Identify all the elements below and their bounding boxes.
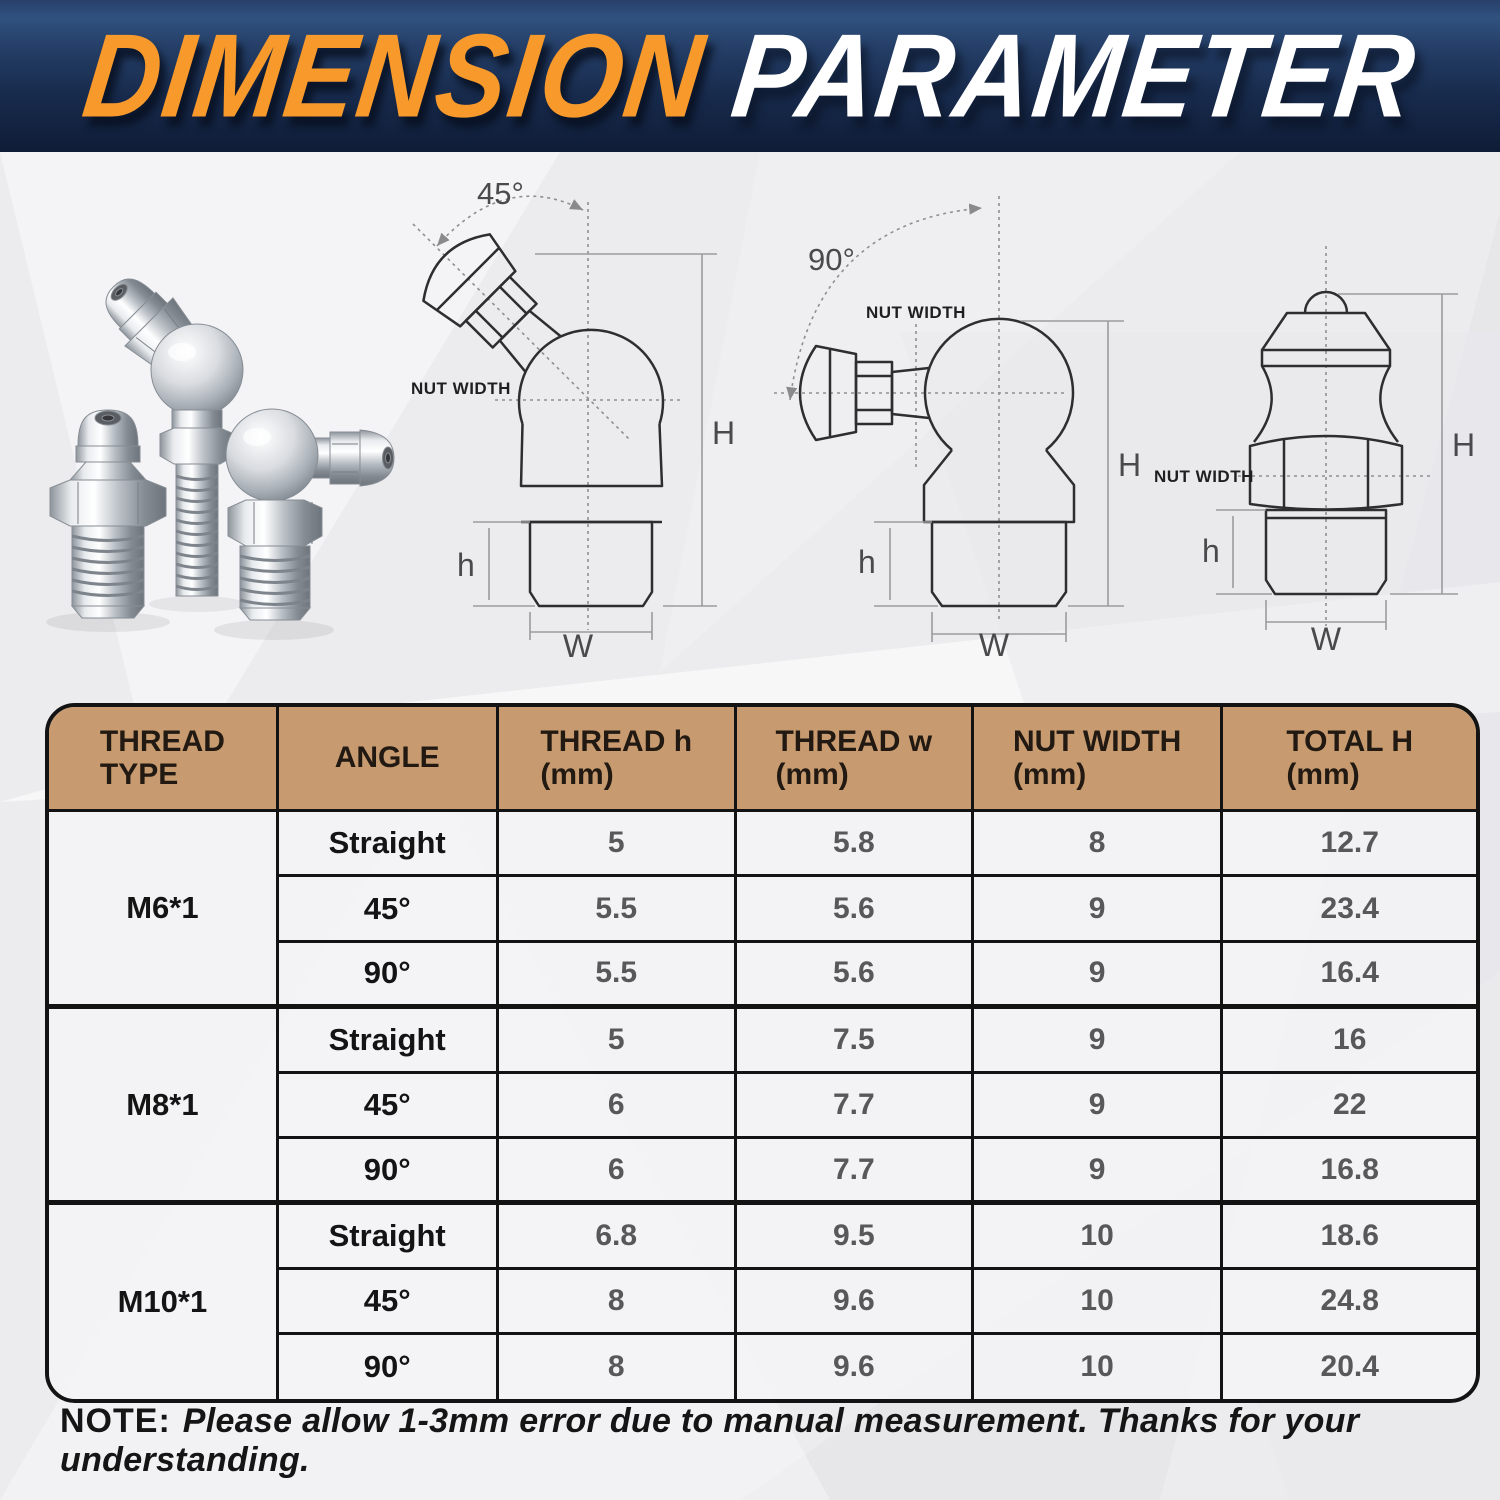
table-row: 90° 8 9.6 10 20.4	[49, 1332, 1476, 1399]
value-cell: 9	[970, 1004, 1222, 1072]
table-row: 90° 5.5 5.6 9 16.4	[49, 939, 1476, 1007]
angle-label: 90°	[808, 242, 855, 277]
value-cell: 5.6	[733, 939, 973, 1007]
angle-cell: 90°	[275, 1135, 498, 1203]
col-header-total-h: TOTAL H (mm)	[1220, 707, 1476, 812]
table-row: 45° 8 9.6 10 24.8	[49, 1266, 1476, 1334]
width-label: W	[1311, 621, 1342, 657]
value-cell: 5.8	[733, 810, 973, 876]
table-row: 45° 5.5 5.6 9 23.4	[49, 874, 1476, 942]
page-title: DIMENSION PARAMETER	[77, 10, 1423, 142]
width-label: W	[979, 627, 1010, 658]
value-cell: 6	[495, 1135, 736, 1203]
banner: DIMENSION PARAMETER	[0, 0, 1500, 152]
nipple-45deg	[422, 233, 562, 373]
thread-type-cell: M10*1	[49, 1200, 278, 1399]
value-cell: 5	[495, 810, 736, 876]
value-cell: 16	[1220, 1004, 1476, 1072]
angle-cell: 90°	[275, 1332, 498, 1399]
table-row: M6*1 Straight 5 5.8 8 12.7	[49, 810, 1476, 1007]
value-cell: 9	[970, 1070, 1222, 1138]
value-cell: 12.7	[1220, 810, 1476, 876]
nut-width-label: NUT WIDTH	[866, 303, 966, 322]
col-header-thread-type: THREAD TYPE	[49, 707, 278, 812]
value-cell: 5	[495, 1004, 736, 1072]
value-cell: 24.8	[1220, 1266, 1476, 1334]
value-cell: 9.6	[733, 1266, 973, 1334]
note-text: Please allow 1-3mm error due to manual m…	[60, 1402, 1360, 1479]
col-header-angle: ANGLE	[275, 707, 498, 812]
total-h-label: H	[1452, 427, 1475, 463]
value-cell: 5.6	[733, 874, 973, 942]
table-row: M8*1 Straight 5 7.5 9 16	[49, 1004, 1476, 1203]
nipple-90deg	[798, 344, 930, 442]
total-h-label: H	[1118, 447, 1141, 483]
value-cell: 7.5	[733, 1004, 973, 1072]
value-cell: 5.5	[495, 874, 736, 942]
diagram-90deg: 90° NUT WIDTH H h W	[774, 196, 1141, 658]
value-cell: 9	[970, 1135, 1222, 1203]
angle-cell: Straight	[275, 810, 498, 876]
value-cell: 5.5	[495, 939, 736, 1007]
angle-cell: 90°	[275, 939, 498, 1007]
value-cell: 22	[1220, 1070, 1476, 1138]
value-cell: 9.5	[733, 1200, 973, 1269]
nut-width-label: NUT WIDTH	[1154, 467, 1254, 486]
nut-width-label: NUT WIDTH	[411, 379, 511, 398]
col-header-nut-width: NUT WIDTH (mm)	[970, 707, 1222, 812]
spec-table: THREAD TYPE ANGLE THREAD h (mm) THREAD w (m…	[49, 707, 1476, 1399]
thread-h-label: h	[457, 547, 475, 583]
thread-h-label: h	[1202, 533, 1220, 569]
value-cell: 23.4	[1220, 874, 1476, 942]
title-word-dimension: DIMENSION	[76, 9, 712, 143]
total-h-label: H	[712, 415, 735, 451]
thread-type-cell: M8*1	[49, 1004, 278, 1203]
angle-label: 45°	[477, 176, 524, 211]
col-header-thread-h: THREAD h (mm)	[495, 707, 736, 812]
fitting-straight-photo	[49, 409, 167, 619]
grease-fittings-photo	[46, 278, 395, 640]
note-label: NOTE:	[60, 1402, 171, 1440]
value-cell: 8	[970, 810, 1222, 876]
width-label: W	[563, 628, 594, 662]
value-cell: 8	[495, 1332, 736, 1399]
value-cell: 9	[970, 874, 1222, 942]
value-cell: 16.4	[1220, 939, 1476, 1007]
value-cell: 9	[970, 939, 1222, 1007]
thread-h-label: h	[858, 544, 876, 580]
angle-cell: 45°	[275, 1266, 498, 1334]
value-cell: 16.8	[1220, 1135, 1476, 1203]
fitting-45deg-photo	[105, 278, 244, 597]
thread-type-cell: M6*1	[49, 810, 278, 1007]
value-cell: 7.7	[733, 1135, 973, 1203]
diagram-45deg: 45° NUT WIDTH H h W	[411, 176, 735, 662]
value-cell: 8	[495, 1266, 736, 1334]
value-cell: 10	[970, 1200, 1222, 1269]
title-word-parameter: PARAMETER	[725, 9, 1424, 143]
table-row: 90° 6 7.7 9 16.8	[49, 1135, 1476, 1203]
value-cell: 9.6	[733, 1332, 973, 1399]
table-row: 45° 6 7.7 9 22	[49, 1070, 1476, 1138]
value-cell: 20.4	[1220, 1332, 1476, 1399]
angle-cell: 45°	[275, 1070, 498, 1138]
col-header-thread-w: THREAD w (mm)	[733, 707, 973, 812]
angle-cell: Straight	[275, 1004, 498, 1072]
value-cell: 18.6	[1220, 1200, 1476, 1269]
value-cell: 6	[495, 1070, 736, 1138]
diagram-straight: NUT WIDTH H h W	[1154, 246, 1475, 657]
note: NOTE: Please allow 1-3mm error due to man…	[60, 1402, 1480, 1480]
value-cell: 10	[970, 1266, 1222, 1334]
fitting-90deg-photo	[225, 408, 395, 621]
spec-table-wrap: THREAD TYPE ANGLE THREAD h (mm) THREAD w (m…	[45, 703, 1480, 1403]
value-cell: 10	[970, 1332, 1222, 1399]
header-row: THREAD TYPE ANGLE THREAD h (mm) THREAD w (m…	[49, 707, 1476, 812]
value-cell: 7.7	[733, 1070, 973, 1138]
table-row: M10*1 Straight 6.8 9.5 10 18.6	[49, 1200, 1476, 1399]
angle-cell: Straight	[275, 1200, 498, 1269]
angle-cell: 45°	[275, 874, 498, 942]
straight-fitting-outline	[1248, 290, 1404, 596]
value-cell: 6.8	[495, 1200, 736, 1269]
